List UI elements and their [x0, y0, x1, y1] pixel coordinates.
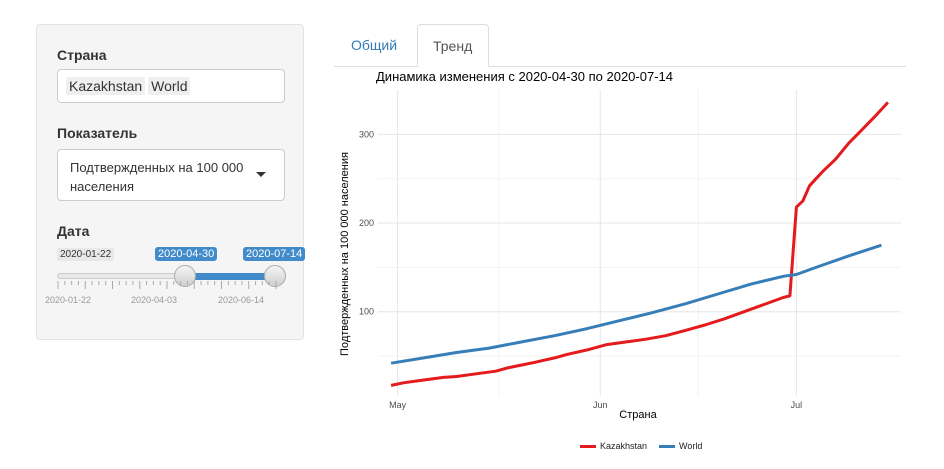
tab-trend[interactable]: Тренд	[417, 24, 489, 67]
chart-legend: Kazakhstan World	[580, 441, 702, 451]
tab-general[interactable]: Общий	[351, 37, 398, 53]
chart-title: Динамика изменения с 2020-04-30 по 2020-…	[376, 69, 673, 84]
y-tick-label: 100	[359, 307, 374, 317]
slider-grid-label: 2020-01-22	[45, 295, 92, 305]
y-tick-label: 200	[359, 218, 374, 228]
country-select[interactable]: Kazakhstan World	[57, 69, 285, 103]
legend-swatch-kazakhstan	[580, 444, 596, 448]
slider-min-label: 2020-01-22	[57, 248, 115, 261]
slider-grid-label: 2020-04-03	[131, 295, 178, 305]
indicator-value: Подтвержденных на 100 000 населения	[70, 160, 244, 194]
x-axis-label: Страна	[619, 409, 657, 421]
tab-bar: Общий Тренд	[334, 24, 906, 67]
country-label: Страна	[57, 47, 107, 63]
series-line-kazakhstan	[390, 101, 890, 387]
x-tick-label: Jul	[791, 400, 803, 410]
sidebar-panel: Страна Kazakhstan World Показатель Подтве…	[36, 24, 306, 340]
date-label: Дата	[57, 223, 90, 239]
slider-from-label: 2020-04-30	[155, 247, 218, 261]
indicator-label: Показатель	[57, 125, 138, 141]
country-tag[interactable]: Kazakhstan	[66, 77, 146, 95]
series-line-world	[390, 243, 882, 365]
legend-label-kazakhstan: Kazakhstan	[600, 441, 648, 451]
chevron-down-icon	[256, 172, 266, 177]
slider-to-label: 2020-07-14	[243, 247, 306, 261]
legend-label-world: World	[679, 441, 703, 451]
x-tick-label: May	[389, 400, 407, 410]
indicator-dropdown[interactable]: Подтвержденных на 100 000 населения	[57, 149, 285, 201]
y-tick-label: 300	[359, 129, 374, 139]
legend-swatch-world	[659, 444, 676, 448]
country-tag[interactable]: World	[148, 77, 191, 95]
slider-grid	[57, 281, 277, 289]
slider-selected-range	[185, 273, 275, 280]
slider-from-handle[interactable]	[174, 265, 196, 287]
y-axis-label: Подтвержденных на 100 000 населения	[339, 152, 351, 356]
gridlines	[378, 90, 901, 396]
slider-grid-label: 2020-06-14	[218, 295, 265, 305]
x-tick-label: Jun	[593, 400, 608, 410]
trend-chart: Динамика изменения с 2020-04-30 по 2020-…	[339, 69, 901, 421]
